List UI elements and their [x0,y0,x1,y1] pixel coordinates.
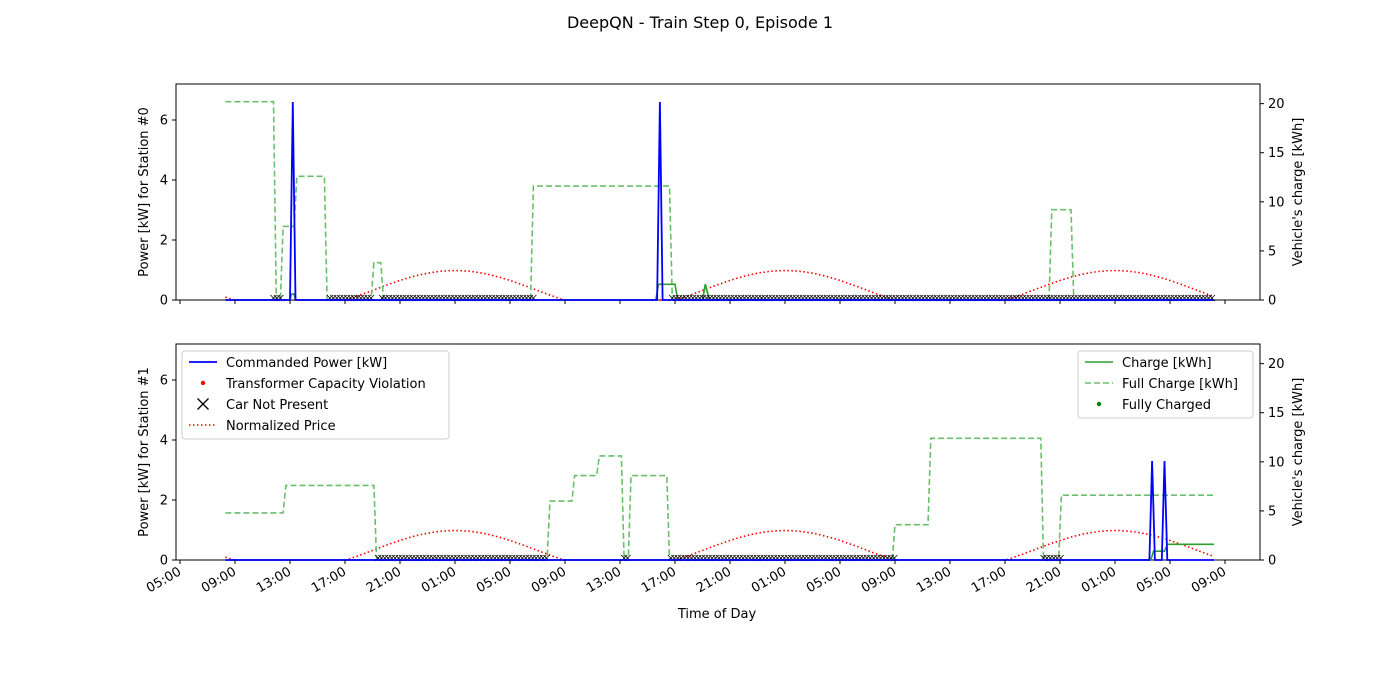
y-axis-label-right: Vehicle's charge [kWh] [1291,118,1306,267]
price-line [225,529,1213,561]
y-tick-label-right: 10 [1268,455,1285,470]
x-tick-label: 05:00 [144,564,184,596]
legend-frame [181,350,450,440]
plot-area [175,83,1261,301]
x-tick-label: 09:00 [529,564,569,596]
x-axis-label: Time of Day [677,607,757,622]
x-tick-label: 09:00 [1189,564,1229,596]
legend-label: Fully Charged [1122,398,1211,413]
legend-label: Full Charge [kWh] [1122,377,1238,392]
x-tick-label: 21:00 [694,564,734,596]
y-tick-label-right: 15 [1268,146,1285,161]
x-tick-label: 17:00 [969,564,1009,596]
axis-ticks: 0 2 4 6 0 5 10 15 20 [160,97,1285,308]
legend-left: Commanded Power [kW] Transformer Capacit… [181,350,450,440]
y-tick-label-right: 15 [1268,406,1285,421]
y-tick-label-left: 4 [160,434,168,449]
x-tick-label: 17:00 [639,564,679,596]
x-tick-label: 09:00 [199,564,239,596]
chart-title: DeepQN - Train Step 0, Episode 1 [567,13,833,32]
commanded-power-line [225,101,1214,301]
legend-right: Charge [kWh] Full Charge [kWh] Fully Cha… [1077,350,1254,419]
y-tick-label-left: 0 [160,294,168,309]
y-axis-label-left: Power [kW] for Station #0 [137,107,152,277]
full-charge-line [225,437,1214,561]
y-tick-label-left: 2 [160,494,168,509]
plot-content [225,437,1214,562]
y-tick-label-left: 0 [160,554,168,569]
y-tick-label-right: 0 [1268,294,1276,309]
x-tick-label: 05:00 [804,564,844,596]
x-tick-label: 21:00 [1024,564,1064,596]
legend-label: Normalized Price [226,419,336,434]
legend-label: Charge [kWh] [1122,356,1212,371]
legend-label: Transformer Capacity Violation [225,377,426,392]
x-tick-label: 05:00 [1134,564,1174,596]
full-charge-line [225,100,1214,301]
legend-frame [1077,350,1254,419]
x-tick-label: 01:00 [1079,564,1119,596]
y-tick-label-left: 6 [160,374,168,389]
x-tick-label: 01:00 [419,564,459,596]
y-axis-label-left: Power [kW] for Station #1 [137,367,152,537]
y-tick-label-left: 6 [160,114,168,129]
y-tick-label-left: 2 [160,234,168,249]
panel-station-1: 0 2 4 6 0 5 10 15 20 05:00 09:00 13:00 17:00 21:00 01:… [137,343,1306,596]
y-tick-label-left: 4 [160,174,168,189]
x-tick-label: 01:00 [749,564,789,596]
x-tick-label: 13:00 [254,564,294,596]
x-tick-label: 09:00 [859,564,899,596]
x-tick-label: 17:00 [309,564,349,596]
legend-swatch-absent [197,398,209,410]
charge-line [225,283,1214,301]
y-axis-label-right: Vehicle's charge [kWh] [1291,378,1306,527]
x-tick-label: 13:00 [584,564,624,596]
y-tick-label-right: 20 [1268,357,1285,372]
y-tick-label-right: 10 [1268,195,1285,210]
y-tick-label-right: 0 [1268,554,1276,569]
panel-station-0: 0 2 4 6 0 5 10 15 20 Power [kW] for Station #0 V… [137,83,1306,309]
legend-label: Commanded Power [kW] [226,356,387,371]
y-tick-label-right: 20 [1268,97,1285,112]
legend-swatch-violation [200,380,206,386]
y-tick-label-right: 5 [1268,244,1276,259]
commanded-power-line [225,460,1214,561]
legend-label: Car Not Present [226,398,328,413]
x-tick-label: 13:00 [914,564,954,596]
x-tick-label: 05:00 [474,564,514,596]
legend-swatch-fully-charged [1096,401,1102,407]
x-tick-label: 21:00 [364,564,404,596]
y-tick-label-right: 5 [1268,504,1276,519]
plot-content [225,100,1216,302]
